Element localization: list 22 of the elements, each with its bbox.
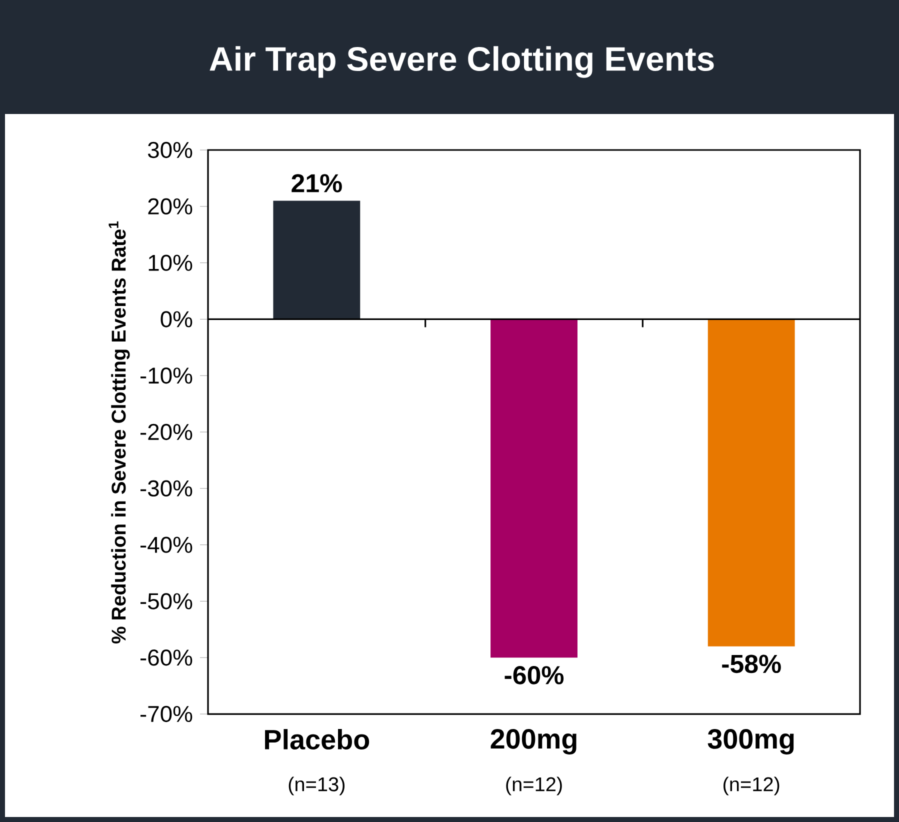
data-label: -58% (722, 654, 781, 674)
text: (n=12) (724, 776, 780, 796)
y-tick-label: -50% (140, 593, 192, 610)
y-tick-label: -60% (140, 650, 192, 666)
y-tick-label: -40% (140, 536, 192, 553)
y-tick-label: -70% (140, 706, 192, 722)
y-tick-label: 30% (148, 142, 192, 158)
data-label: -60% (504, 666, 564, 684)
data-label: 21% (292, 174, 342, 192)
text: (n=12) (506, 776, 562, 796)
text: (n=13) (288, 776, 345, 796)
y-tick-label: 10% (148, 254, 192, 271)
x-tick-label: 300mg (708, 729, 794, 754)
x-tick-label: 200mg (490, 729, 576, 754)
y-tick-label: 0% (160, 311, 192, 328)
y-tick-label: 20% (148, 198, 192, 215)
y-tick-label: -10% (140, 368, 192, 384)
y-axis-title: % Reduction in Severe Clotting Events Rate$^{1}$ (108, 221, 130, 644)
y-tick-label: -20% (140, 424, 192, 440)
chart-title: Air Trap Severe Clotting Events (210, 46, 714, 78)
y-tick-label: -30% (140, 480, 192, 497)
x-tick-label: Placebo (265, 729, 370, 750)
